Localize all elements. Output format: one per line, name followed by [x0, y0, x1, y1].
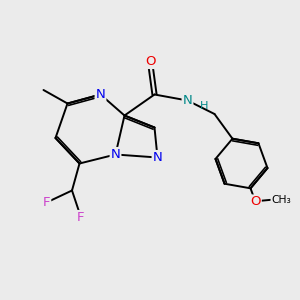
Text: H: H [200, 101, 208, 111]
Text: N: N [111, 148, 120, 161]
Text: N: N [153, 151, 162, 164]
Text: F: F [43, 196, 50, 209]
Text: CH₃: CH₃ [271, 195, 291, 205]
Text: N: N [96, 88, 105, 101]
Text: O: O [250, 196, 261, 208]
Text: O: O [145, 55, 155, 68]
Text: F: F [77, 211, 85, 224]
Text: N: N [183, 94, 192, 107]
